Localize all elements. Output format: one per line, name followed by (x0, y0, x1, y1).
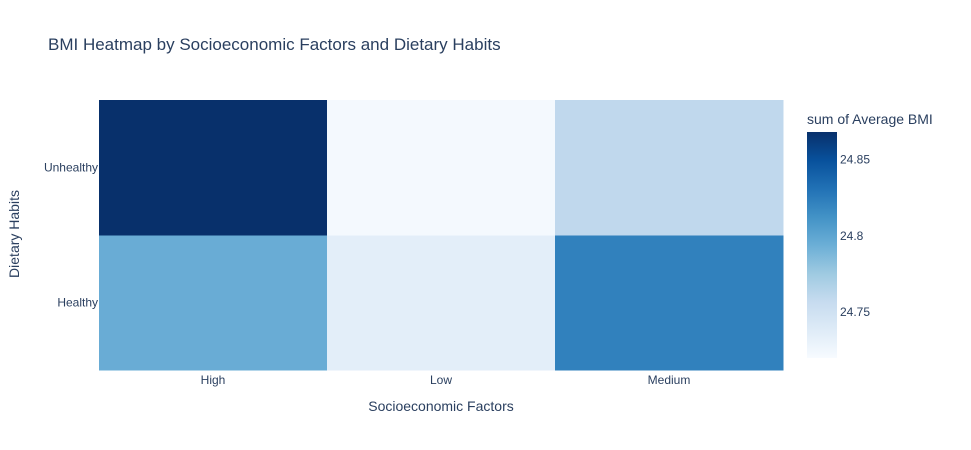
y-tick-label: Healthy (57, 296, 98, 310)
heatmap-cell-high-healthy (99, 235, 328, 371)
heatmap-cell-medium-healthy (555, 235, 784, 371)
heatmap-cell-low-unhealthy (327, 100, 556, 236)
x-tick-label: High (201, 373, 226, 387)
x-axis-title: Socioeconomic Factors (368, 398, 514, 414)
colorbar-tick-label: 24.85 (840, 152, 870, 166)
colorbar-tick-label: 24.8 (840, 229, 864, 243)
x-tick-label: Low (430, 373, 452, 387)
y-tick-label: Unhealthy (44, 161, 98, 175)
heatmap-cells (99, 100, 784, 371)
y-axis-title: Dietary Habits (6, 190, 22, 278)
x-axis-ticks: High Low Medium (201, 373, 691, 387)
colorbar-tick-label: 24.75 (840, 305, 870, 319)
chart-title: BMI Heatmap by Socioeconomic Factors and… (48, 35, 501, 54)
colorbar (807, 132, 837, 358)
colorbar-title: sum of Average BMI (807, 111, 933, 127)
x-tick-label: Medium (648, 373, 691, 387)
y-axis-ticks: Healthy Unhealthy (44, 161, 98, 310)
colorbar-ticks: 24.75 24.8 24.85 (840, 152, 870, 319)
heatmap-cell-medium-unhealthy (555, 100, 784, 236)
heatmap-cell-high-unhealthy (99, 100, 328, 236)
heatmap-cell-low-healthy (327, 235, 556, 371)
